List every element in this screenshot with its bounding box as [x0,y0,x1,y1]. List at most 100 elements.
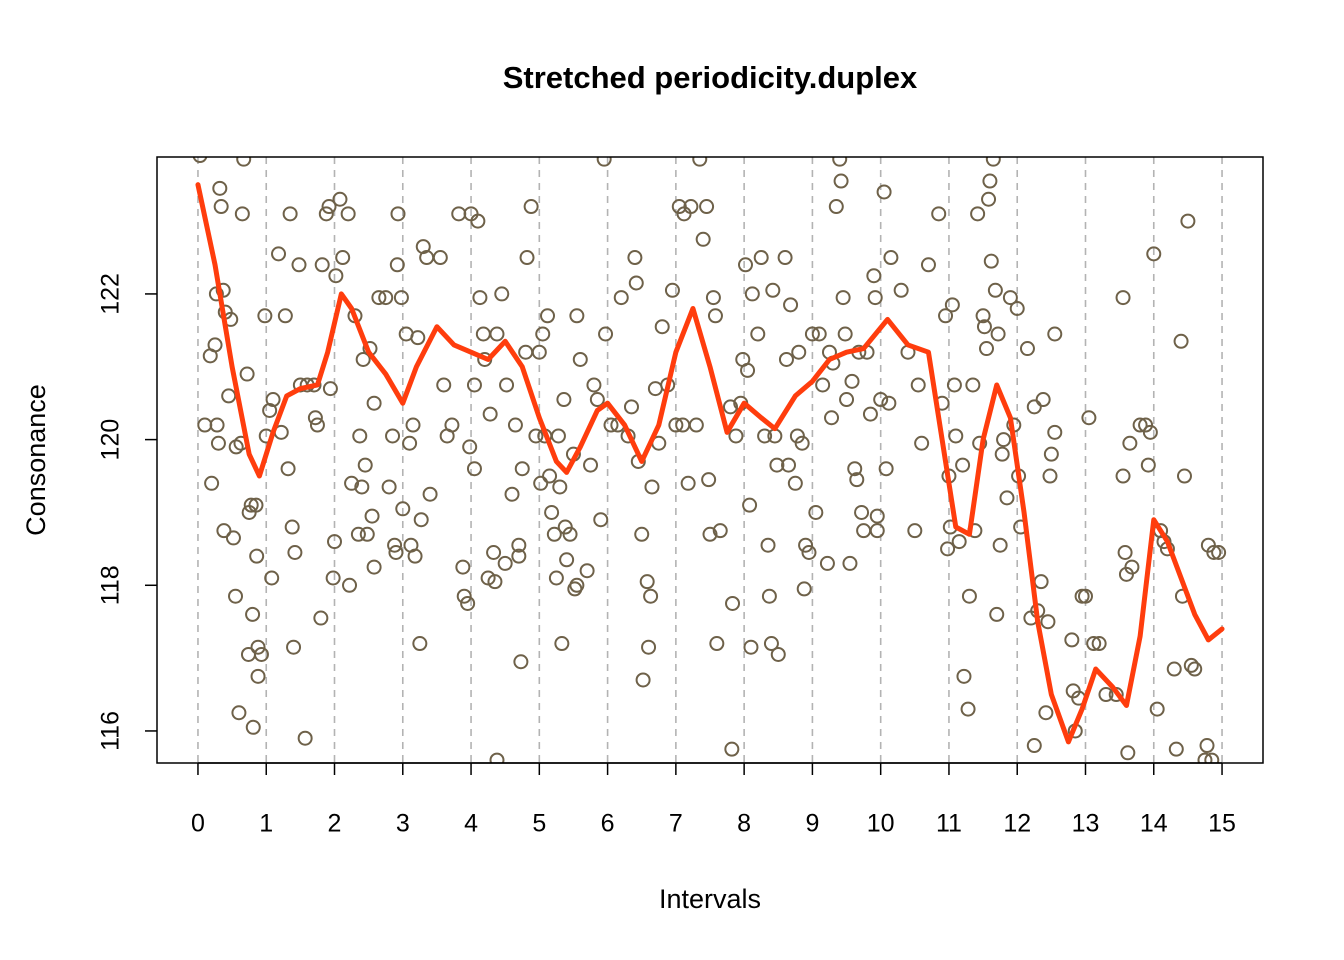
scatter-point [623,399,639,415]
scatter-point [965,377,981,393]
scatter-point [207,337,223,353]
scatter-point [1047,424,1063,440]
scatter-point [236,157,252,167]
scatter-point [1132,417,1148,433]
scatter-point [796,581,812,597]
scatter-point [1086,636,1102,652]
scatter-point [354,479,370,495]
scatter-point [975,308,991,324]
scatter-point [390,206,406,222]
scatter-point [562,526,578,542]
scatter-point [234,206,250,222]
scatter-point [250,668,266,684]
y-tick-label: 120 [97,419,125,461]
scatter-point [1168,741,1184,757]
x-tick-label: 3 [396,810,410,838]
x-axis-label: Intervals [659,884,761,914]
scatter-point [1035,392,1051,408]
scatter-point [695,231,711,247]
scatter-point [499,377,515,393]
scatter-point [740,362,756,378]
scatter-point [593,512,609,528]
scatter-point [335,250,351,266]
scatter-point [533,475,549,491]
scatter-point [680,475,696,491]
scatter-point [552,479,568,495]
scatter-point [644,479,660,495]
scatter-point [722,399,738,415]
scatter-point [489,752,505,763]
scatter-point [867,290,883,306]
scatter-point [249,548,265,564]
scatter-point [1166,661,1182,677]
scatter-point [546,526,562,542]
smooth-line [195,182,1225,745]
scatter-point [482,406,498,422]
scatter-point [1115,290,1131,306]
scatter-point [1211,545,1227,561]
scatter-point [366,395,382,411]
scatter-point [215,282,231,298]
scatter-point [635,672,651,688]
scatter-point [444,417,460,433]
x-tick-label: 13 [1072,810,1100,838]
scatter-point [514,461,530,477]
scatter-point [535,326,551,342]
scatter-point [1140,457,1156,473]
scatter-point [1038,705,1054,721]
scatter-point [531,344,547,360]
scatter-point [243,497,259,513]
x-tick-label: 5 [532,810,546,838]
scatter-point [1042,468,1058,484]
scatter-point [990,326,1006,342]
scatter-point [1206,545,1222,561]
scatter-point [948,428,964,444]
scatter-point [1043,446,1059,462]
scatter-point [322,381,338,397]
scatter-point [819,555,835,571]
scatter-point [910,377,926,393]
scatter-point [712,523,728,539]
scatter-point [412,636,428,652]
scatter-point [994,446,1010,462]
x-tick-label: 2 [328,810,342,838]
scatter-point [287,545,303,561]
scatter-point [309,417,325,433]
scatter-point [1026,738,1042,754]
scatter-point [466,461,482,477]
scatter-point [556,392,572,408]
scatter-point [596,157,612,167]
scatter-point [216,523,232,539]
scatter-point [579,563,595,579]
scatter-point [770,646,786,662]
x-tick-label: 7 [669,810,683,838]
scatter-point [385,428,401,444]
scatter-point [572,351,588,367]
scatter-point [1199,738,1215,754]
scatter-point [511,537,527,553]
y-tick-label: 116 [97,711,125,751]
scatter-point [881,395,897,411]
scatter-point [866,268,882,284]
scatter-point [271,246,287,262]
scatter-point [753,250,769,266]
scatter-point [318,206,334,222]
scatter-point [738,257,754,273]
scatter-point [405,417,421,433]
scatter-point [277,308,293,324]
scatter-point [221,388,237,404]
scatter-point [540,308,556,324]
x-tick-label: 12 [1003,810,1031,838]
scatter-point [307,410,323,426]
scatter-point [387,537,403,553]
plot-area [192,157,1227,763]
scatter-point [1115,468,1131,484]
scatter-point [364,508,380,524]
scatter-point [742,497,758,513]
scatter-point [794,435,810,451]
scatter-point [791,344,807,360]
scatter-point [245,719,261,735]
scatter-point [209,417,225,433]
scatter-point [366,559,382,575]
scatter-point [598,326,614,342]
